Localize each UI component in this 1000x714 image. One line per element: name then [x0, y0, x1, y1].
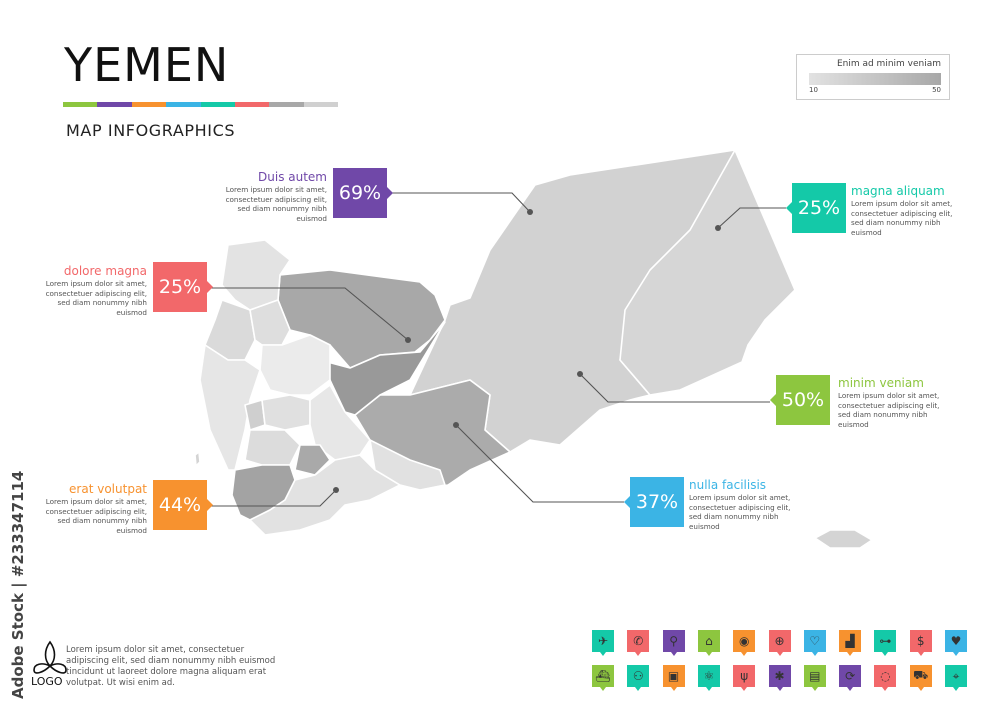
page-title: YEMEN	[64, 38, 230, 92]
callout-value-box: 37%	[624, 477, 684, 527]
callout-title: magna aliquam	[851, 184, 945, 198]
region-hodeidah[interactable]	[199, 344, 261, 471]
callout-value-box: 25%	[153, 262, 213, 312]
callout-body: Lorem ipsum dolor sit amet, consectetuer…	[851, 199, 953, 237]
callout-pointer	[207, 499, 213, 511]
shop-icon: ▤	[803, 665, 826, 691]
callout-dot	[715, 225, 721, 231]
car-icon: ⊶	[874, 630, 897, 656]
callout-leader-line	[717, 207, 786, 229]
heart-icon: ♡	[803, 630, 826, 656]
map-pin-icon: ⌖	[945, 665, 967, 691]
callout-value-box: 50%	[770, 375, 830, 425]
callout-value: 25%	[158, 276, 202, 298]
callout-body: Lorem ipsum dolor sit amet, consectetuer…	[225, 185, 327, 223]
callout-leader-line	[390, 192, 531, 213]
bus-icon: ▣	[662, 665, 685, 691]
callout-body: Lorem ipsum dolor sit amet, consectetuer…	[45, 279, 147, 317]
callout-value: 50%	[781, 389, 825, 411]
money-exchange-icon: ⟳	[839, 665, 862, 691]
callout-value: 44%	[158, 494, 202, 516]
color-bar-segment	[63, 102, 98, 107]
callout-title: erat volutpat	[69, 482, 147, 496]
color-bar-segment	[166, 102, 201, 107]
phone-icon: ✆	[627, 630, 650, 656]
bank-icon: ⌂	[697, 630, 720, 656]
legend-min: 10	[809, 86, 818, 94]
callout-value: 25%	[797, 197, 841, 219]
shopping-bag-icon: ♥	[945, 630, 967, 656]
callout-body: Lorem ipsum dolor sit amet, consectetuer…	[45, 497, 147, 535]
legend-title: Enim ad minim veniam	[836, 59, 941, 69]
footer-text: Lorem ipsum dolor sit amet, consectetuer…	[66, 645, 276, 688]
color-bar-segment	[269, 102, 304, 107]
callout-body: Lorem ipsum dolor sit amet, consectetuer…	[689, 493, 791, 531]
factory-icon: ▟	[839, 630, 862, 656]
pin-icon: ⚲	[662, 630, 685, 656]
truck-icon: ⛟	[909, 665, 932, 691]
dollar-coin-icon: $	[909, 630, 932, 656]
region-sanaa[interactable]	[259, 334, 331, 396]
legend: Enim ad minim veniam 10 50	[796, 54, 950, 100]
callout-value: 37%	[635, 491, 679, 513]
callout-title: minim veniam	[838, 376, 924, 390]
legend-gradient	[809, 73, 941, 85]
callout-body: Lorem ipsum dolor sit amet, consectetuer…	[838, 391, 940, 429]
callout-leader-line	[210, 287, 409, 341]
callout-dot	[405, 337, 411, 343]
callout-value-box: 69%	[333, 168, 393, 218]
callout-title: nulla facilisis	[689, 478, 767, 492]
callout-leader-line	[455, 424, 624, 503]
color-bar	[63, 102, 338, 107]
callout-dot	[333, 487, 339, 493]
callout-leader-line	[579, 373, 770, 403]
callout-value-box: 44%	[153, 480, 213, 530]
location-icon: ◉	[733, 630, 756, 656]
callout-leader-line	[210, 489, 337, 507]
kamaran-island[interactable]	[194, 451, 201, 467]
logo-icon	[33, 640, 67, 674]
legend-max: 50	[932, 86, 941, 94]
globe-icon: ⊕	[768, 630, 791, 656]
callout-value: 69%	[338, 182, 382, 204]
region-dhale[interactable]	[294, 444, 331, 476]
logo-text: LOGO	[31, 675, 63, 688]
socotra-island[interactable]	[814, 529, 873, 549]
region-dhamar[interactable]	[261, 394, 311, 431]
region-al-mahrah[interactable]	[619, 149, 796, 396]
watermark: Adobe Stock | #233347114	[9, 470, 27, 699]
callout-pointer	[786, 202, 792, 214]
medical-icon: ✱	[768, 665, 791, 691]
color-bar-segment	[97, 102, 132, 107]
color-bar-segment	[131, 102, 167, 107]
motorcycle-icon: ⚇	[627, 665, 650, 691]
color-bar-segment	[303, 102, 338, 107]
ship-icon: ⛴	[592, 665, 614, 691]
callout-dot	[577, 371, 583, 377]
fork-knife-icon: ψ	[733, 665, 756, 691]
callout-title: Duis autem	[258, 170, 327, 184]
drop-icon: ◌	[874, 665, 897, 691]
callout-dot	[527, 209, 533, 215]
callout-title: dolore magna	[63, 264, 147, 278]
atom-icon: ⚛	[697, 665, 720, 691]
callout-pointer	[624, 496, 630, 508]
color-bar-segment	[200, 102, 235, 107]
callout-dot	[453, 422, 459, 428]
airplane-icon: ✈	[592, 630, 614, 656]
callout-pointer	[770, 394, 776, 406]
region-abyan[interactable]	[369, 439, 446, 491]
region-lahij[interactable]	[249, 454, 401, 536]
callout-pointer	[207, 281, 213, 293]
color-bar-segment	[234, 102, 270, 107]
callout-value-box: 25%	[786, 183, 846, 233]
callout-pointer	[387, 187, 393, 199]
region-ibb[interactable]	[244, 429, 301, 466]
page-subtitle: MAP INFOGRAPHICS	[66, 121, 236, 140]
